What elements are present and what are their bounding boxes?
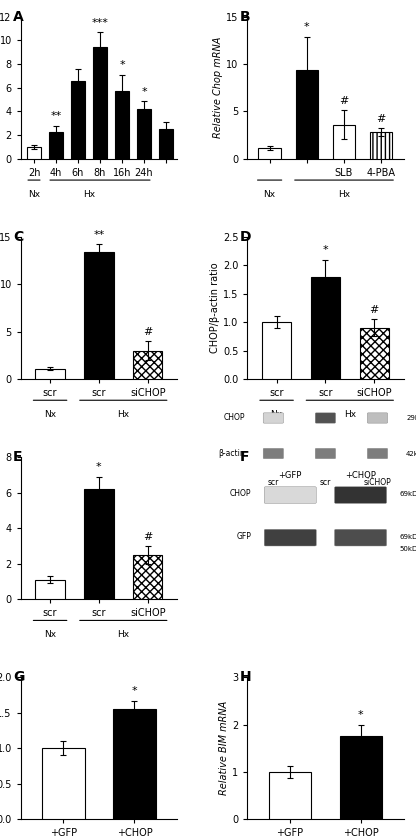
Text: Hx: Hx: [117, 630, 129, 640]
Text: Nx: Nx: [44, 630, 56, 640]
Text: #: #: [376, 115, 386, 125]
Text: *: *: [131, 686, 137, 696]
Y-axis label: Relative BIM mRNA: Relative BIM mRNA: [219, 701, 229, 795]
Text: H: H: [240, 670, 251, 684]
Text: Hx: Hx: [338, 190, 350, 199]
Bar: [269, 772, 311, 819]
Bar: [94, 48, 106, 159]
Text: ***: ***: [92, 18, 109, 28]
Text: *: *: [358, 711, 364, 721]
Y-axis label: CHOP/β-actin ratio: CHOP/β-actin ratio: [210, 263, 220, 354]
Bar: [339, 737, 382, 819]
Y-axis label: Relative Chop mRNA: Relative Chop mRNA: [213, 37, 223, 139]
Text: *: *: [304, 23, 310, 33]
Bar: [35, 369, 65, 379]
Text: Nx: Nx: [264, 190, 276, 199]
Bar: [359, 328, 389, 379]
Text: B: B: [240, 10, 250, 23]
Text: Hx: Hx: [117, 410, 129, 419]
Text: #: #: [339, 96, 349, 106]
Text: G: G: [13, 670, 25, 684]
Text: Nx: Nx: [270, 410, 282, 419]
Bar: [333, 125, 355, 159]
Bar: [50, 131, 62, 159]
Bar: [113, 709, 156, 819]
Bar: [84, 489, 114, 599]
Text: E: E: [13, 450, 22, 464]
Text: #: #: [143, 532, 152, 542]
Bar: [159, 130, 173, 159]
Text: #: #: [143, 327, 152, 337]
Bar: [133, 555, 162, 599]
Bar: [137, 109, 151, 159]
Text: D: D: [240, 230, 251, 244]
Bar: [72, 80, 84, 159]
Bar: [311, 277, 340, 379]
Text: C: C: [13, 230, 23, 244]
Bar: [296, 69, 318, 159]
Text: A: A: [13, 10, 24, 23]
Text: Hx: Hx: [344, 410, 356, 419]
Bar: [84, 252, 114, 379]
Text: Nx: Nx: [28, 190, 40, 199]
Text: *: *: [96, 462, 102, 472]
Text: Nx: Nx: [44, 410, 56, 419]
Bar: [35, 579, 65, 599]
Y-axis label: Relative CHAC1 mRNA: Relative CHAC1 mRNA: [0, 473, 3, 583]
Bar: [133, 350, 162, 379]
Text: *: *: [322, 245, 328, 255]
Text: F: F: [240, 450, 249, 464]
Text: **: **: [93, 230, 104, 240]
Bar: [258, 148, 281, 159]
Text: *: *: [141, 86, 147, 96]
Text: Hx: Hx: [83, 190, 95, 199]
Bar: [115, 91, 129, 159]
Bar: [262, 322, 291, 379]
Text: *: *: [119, 60, 125, 70]
Text: **: **: [50, 111, 62, 121]
Bar: [27, 147, 41, 159]
Text: #: #: [369, 305, 379, 315]
Bar: [370, 132, 392, 159]
Bar: [42, 748, 85, 819]
